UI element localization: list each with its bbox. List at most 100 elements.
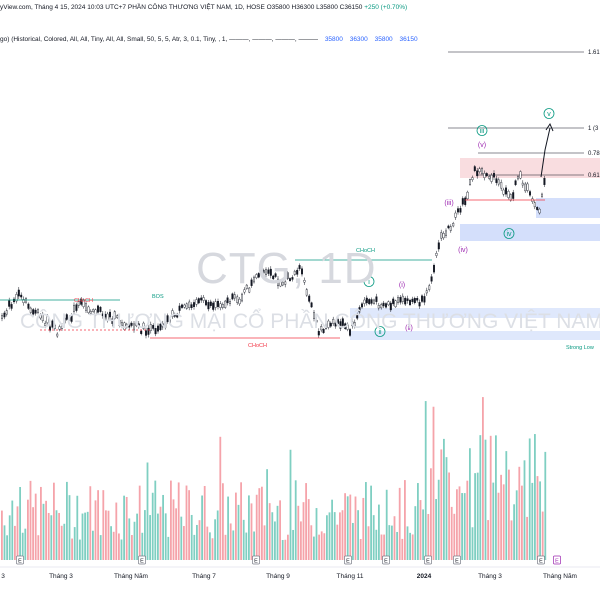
volume-bar	[380, 534, 383, 560]
candle-body	[488, 176, 491, 179]
volume-bar	[372, 515, 375, 560]
candle-body	[406, 298, 409, 301]
candle-body	[58, 326, 61, 330]
volume-bar	[466, 480, 469, 560]
volume-bar	[528, 438, 531, 560]
volume-bar	[469, 448, 471, 560]
candle-body	[483, 173, 486, 178]
volume-bar	[79, 539, 81, 560]
volume-bar	[422, 509, 424, 560]
event-marker-label: E	[140, 559, 144, 565]
volume-bar	[367, 526, 370, 560]
candle-body	[289, 278, 292, 281]
candle-body	[353, 322, 356, 326]
volume-bar	[497, 492, 500, 560]
candle-body	[233, 294, 236, 299]
volume-bar	[60, 525, 63, 560]
candle-body	[514, 180, 517, 185]
candle-body	[15, 294, 18, 302]
symbol-text: PHẦN CÔNG THƯƠNG VIỆT NAM, 1D, HOSE	[127, 4, 265, 11]
candle-body	[96, 305, 99, 313]
volume-bar	[229, 523, 232, 560]
candle-body	[101, 313, 104, 317]
candle-body	[240, 293, 243, 302]
volume-bar	[409, 532, 411, 560]
candle-body	[128, 322, 131, 328]
candle-body	[171, 310, 174, 317]
candle-body	[214, 301, 217, 308]
candle-body	[248, 287, 251, 293]
candle-body	[161, 323, 164, 328]
candle-body	[315, 319, 318, 323]
volume-bar	[14, 525, 16, 560]
wave-label: (iii)	[444, 200, 453, 207]
volume-bar	[125, 496, 128, 560]
volume-bar	[29, 480, 32, 560]
wave-circle	[363, 276, 375, 287]
indicator-value: 36300	[349, 36, 368, 43]
demand-zone	[350, 308, 600, 318]
wave-circle	[543, 108, 555, 119]
candle-body	[305, 289, 308, 296]
volume-bar	[63, 523, 66, 560]
candle-body	[27, 303, 30, 309]
candle-body	[149, 324, 152, 331]
volume-bar	[250, 503, 253, 560]
candle-body	[529, 191, 532, 196]
volume-bar	[203, 485, 206, 560]
source-text: yView.com, Tháng 4 15, 2024 10:03 UTC+7	[0, 4, 127, 11]
candle-body	[296, 269, 299, 275]
volume-bar	[398, 487, 401, 560]
ohlc-text: O35800 H36300 L35800 C36150	[266, 4, 363, 11]
demand-zone	[536, 198, 600, 218]
time-axis: E E E E E E E E E 3 Tháng 3 Tháng Năm Tháng 7 Tháng 9…	[0, 555, 600, 580]
candle-body	[61, 325, 64, 329]
volume-bar	[531, 482, 534, 560]
volume-bar	[177, 482, 180, 560]
volume-bar	[136, 513, 138, 560]
candle-body	[25, 298, 28, 303]
candle-body	[394, 300, 397, 308]
wave-label: (ii)	[405, 325, 413, 332]
volume-bar	[484, 439, 487, 560]
candle-body	[154, 328, 157, 335]
volume-bar	[391, 525, 393, 560]
candle-body	[190, 304, 193, 309]
candle-body	[82, 300, 85, 307]
volume-bar	[378, 504, 380, 560]
volume-bar	[201, 495, 203, 560]
volume-bar	[536, 476, 539, 560]
volume-bar	[151, 492, 154, 560]
candle-body	[255, 274, 258, 279]
candle-body	[260, 267, 263, 271]
volume-bar	[406, 526, 409, 560]
volume-bar	[141, 532, 144, 560]
volume-bar	[81, 513, 84, 560]
indicator-value: 35800	[324, 36, 343, 43]
candle-body	[152, 325, 155, 329]
volume-bar	[167, 536, 170, 560]
candle-body	[344, 323, 347, 329]
candle-body	[262, 269, 265, 274]
volume-bar	[375, 529, 378, 560]
candle-body	[365, 297, 368, 304]
volume-bar	[242, 519, 245, 560]
candle-body	[228, 301, 231, 304]
indicator-legend[interactable]: go) (Historical, Colored, All, All, Tiny…	[0, 36, 418, 44]
candle-body	[310, 302, 313, 308]
candle-body	[281, 281, 284, 286]
volume-bar	[258, 488, 261, 560]
x-tick-label: Tháng 9	[266, 573, 290, 580]
candle-body	[99, 306, 102, 312]
volume-bar	[50, 515, 53, 560]
event-marker-label: E	[254, 559, 258, 565]
candle-body	[389, 302, 392, 311]
volume-bar	[86, 511, 89, 560]
candle-body	[8, 300, 11, 307]
volume-bar	[281, 539, 284, 560]
volume-bar	[302, 502, 305, 560]
candle-body	[459, 208, 462, 213]
volume-bar	[541, 511, 544, 560]
candle-body	[113, 311, 116, 319]
